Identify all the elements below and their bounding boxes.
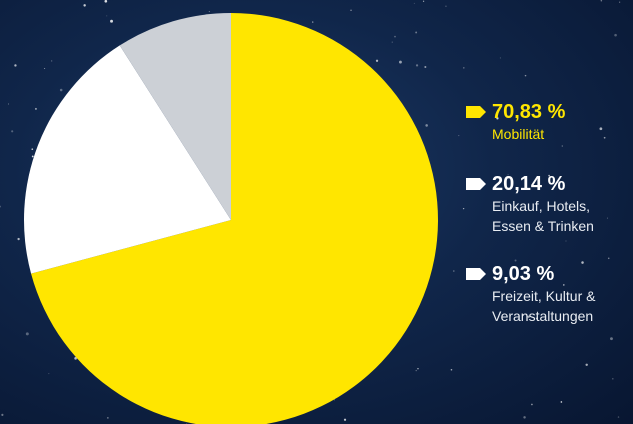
star [462, 207, 465, 210]
star [610, 337, 613, 341]
value-label: 20,14 % [492, 172, 566, 195]
star [523, 416, 526, 419]
legend-icon [466, 268, 486, 280]
star [83, 4, 86, 7]
star [535, 317, 539, 320]
star [11, 130, 14, 133]
star [51, 60, 53, 62]
star [531, 403, 533, 406]
value-label: 70,83 % [492, 100, 566, 123]
legend-value-row: 70,83 % [466, 100, 632, 124]
star [14, 64, 17, 67]
star [422, 0, 425, 2]
pie-slice [119, 13, 231, 220]
star [106, 417, 109, 419]
star [59, 88, 63, 92]
star [496, 117, 499, 120]
tag-shape [466, 106, 486, 118]
star [619, 1, 621, 3]
star [208, 11, 210, 13]
star [333, 399, 335, 401]
star [614, 33, 617, 37]
star [524, 74, 527, 77]
star [424, 65, 427, 68]
star [34, 107, 37, 110]
legend-item: 9,03 % Freizeit, Kultur & Veranstaltungen [466, 262, 632, 326]
legend-icon [466, 106, 486, 118]
star [514, 259, 517, 262]
star [415, 369, 417, 372]
star [612, 378, 614, 380]
star [561, 145, 563, 147]
star [31, 155, 34, 158]
legend-label: Einkauf, Hotels, Essen & Trinken [492, 198, 594, 234]
legend-item: 70,83 % Mobilität [466, 100, 632, 144]
tag-shape [466, 178, 486, 190]
star [44, 67, 46, 69]
star [74, 357, 77, 360]
star [415, 64, 419, 67]
star [106, 15, 108, 17]
star [31, 148, 34, 150]
tag-shape [466, 268, 486, 280]
star [425, 124, 428, 127]
legend-value-row: 20,14 % [466, 172, 632, 196]
star [599, 127, 603, 131]
legend-label: Mobilität [492, 126, 545, 142]
star [415, 31, 418, 34]
star [391, 41, 393, 43]
star [565, 240, 567, 242]
star [343, 418, 347, 421]
star [48, 373, 50, 375]
star [493, 293, 495, 295]
star [445, 5, 447, 7]
legend-value-row: 9,03 % [466, 262, 632, 286]
star [399, 60, 402, 64]
star [617, 416, 620, 418]
star [25, 332, 29, 336]
star [606, 217, 608, 219]
star [394, 35, 396, 38]
legend-icon [466, 178, 486, 190]
pie-slice [23, 45, 231, 274]
star [1, 413, 4, 416]
pie-slice [31, 13, 438, 424]
star [450, 368, 453, 371]
star [563, 284, 565, 286]
star [17, 237, 20, 241]
star [527, 315, 530, 318]
star [7, 103, 10, 105]
star [560, 401, 563, 403]
star [499, 57, 502, 59]
star [548, 174, 550, 177]
star [0, 205, 1, 208]
star [507, 174, 509, 176]
star [585, 363, 588, 367]
star [312, 21, 314, 23]
star [603, 136, 606, 139]
star [375, 59, 379, 62]
star [104, 0, 108, 3]
star [350, 9, 352, 11]
star [463, 67, 465, 69]
star [521, 314, 524, 317]
star [607, 257, 610, 260]
star [453, 270, 455, 272]
star [581, 261, 584, 264]
legend-item: 20,14 % Einkauf, Hotels, Essen & Trinken [466, 172, 632, 236]
star [110, 19, 113, 23]
star [417, 368, 419, 370]
value-label: 9,03 % [492, 262, 555, 285]
star [413, 2, 415, 4]
star [458, 135, 460, 137]
star [600, 0, 603, 2]
legend-label: Freizeit, Kultur & Veranstaltungen [492, 288, 596, 324]
